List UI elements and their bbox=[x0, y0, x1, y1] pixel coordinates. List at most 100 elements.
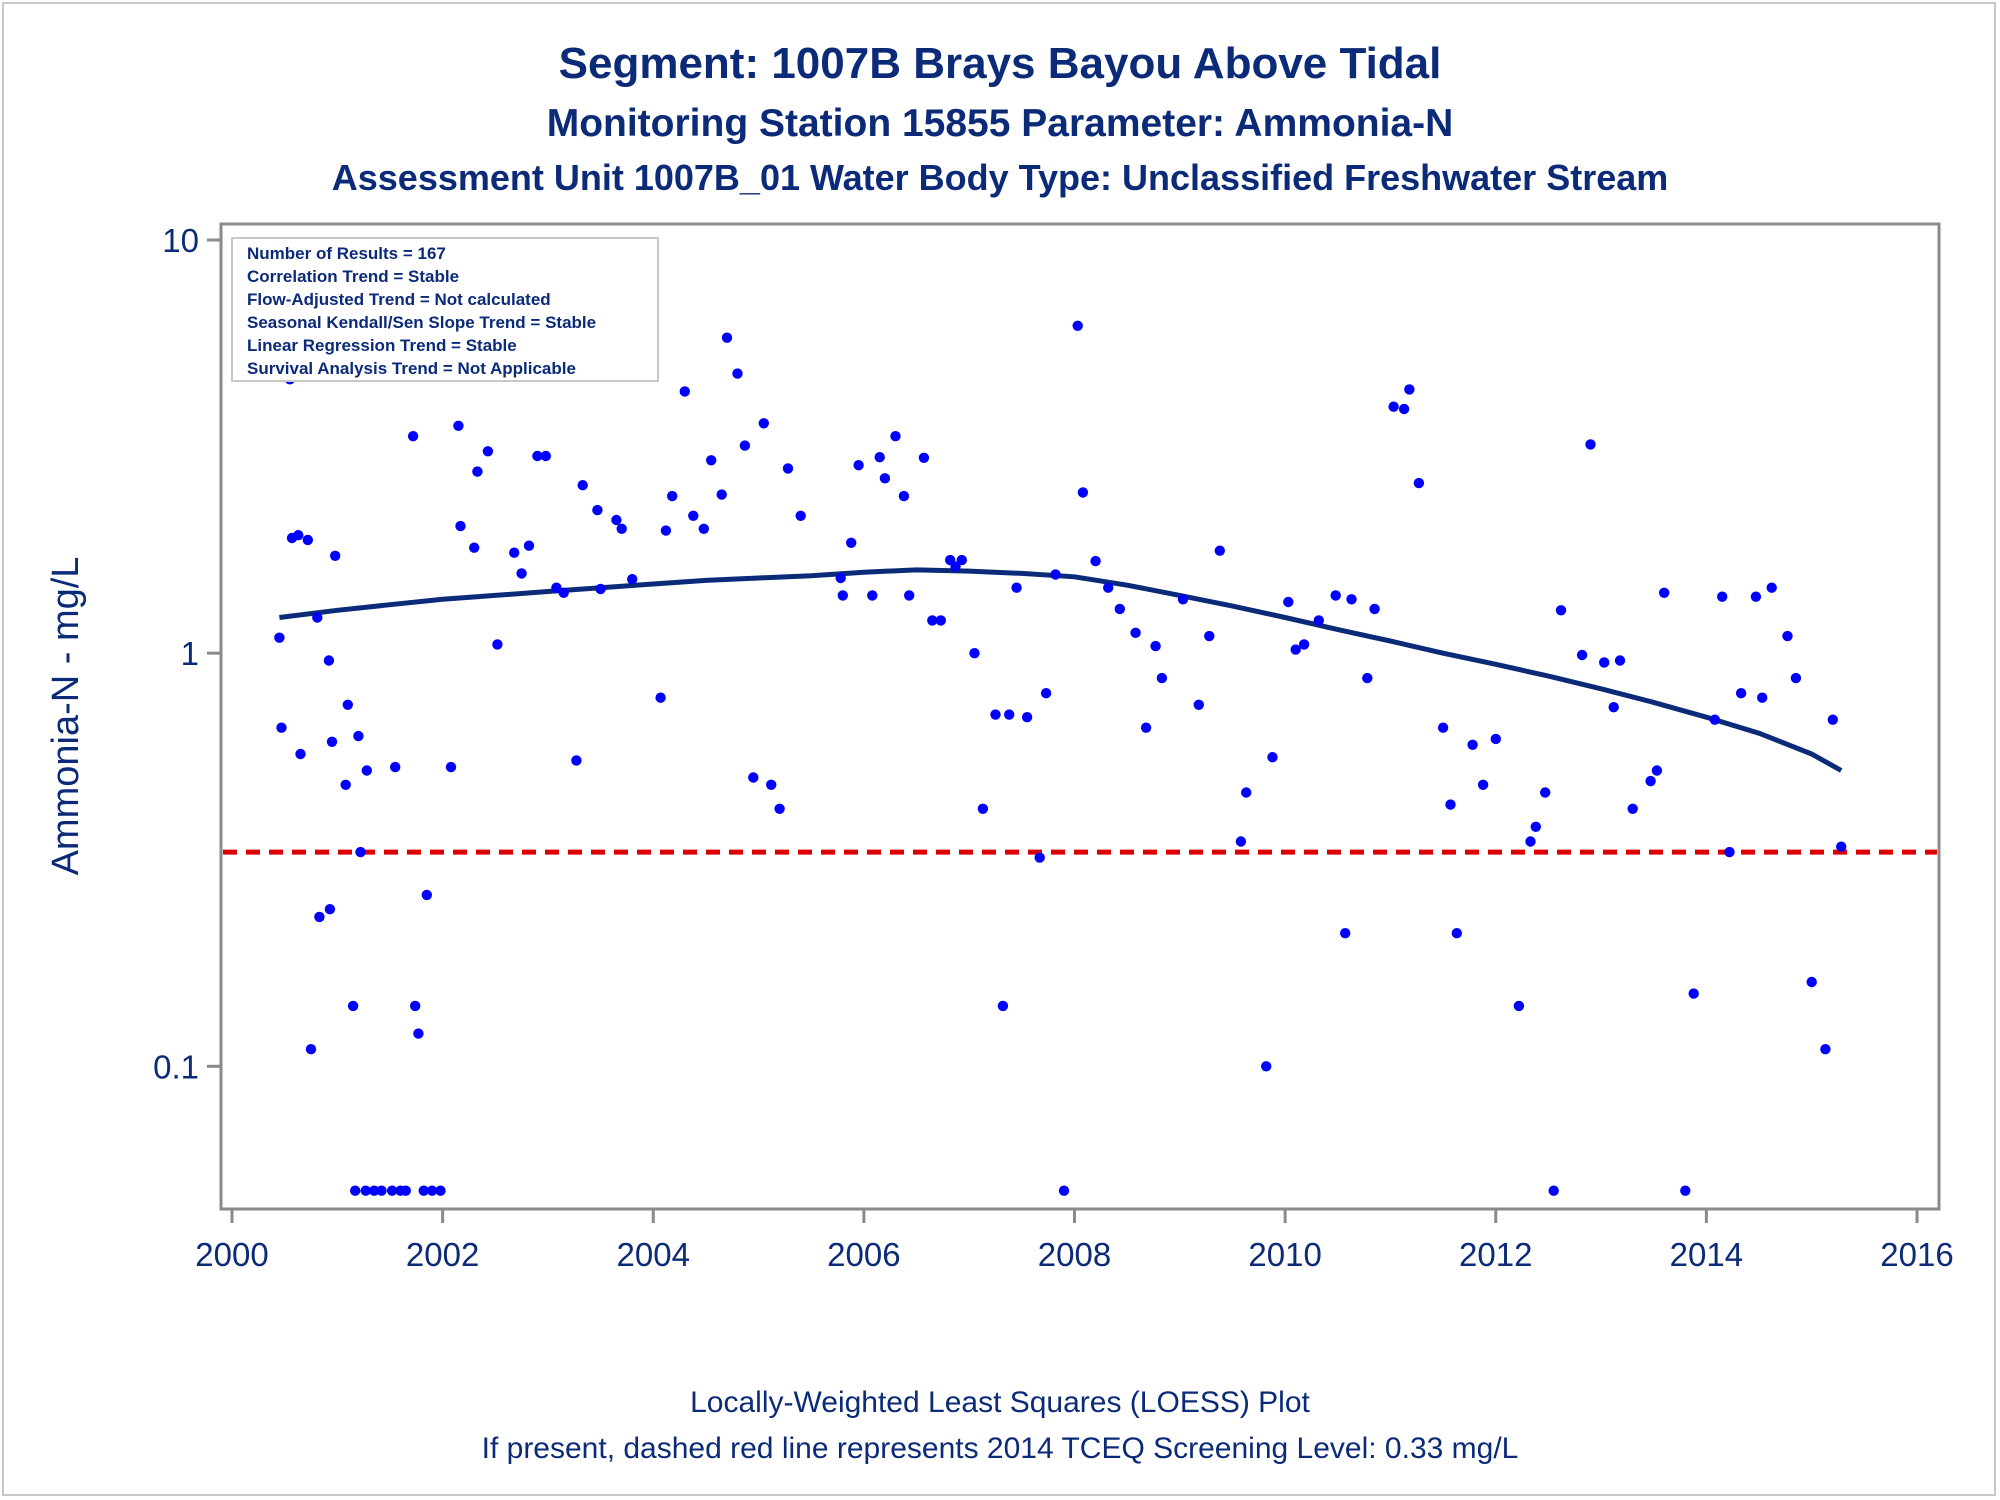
data-point bbox=[516, 568, 527, 579]
data-point bbox=[835, 572, 846, 584]
data-point bbox=[758, 418, 769, 429]
x-tick-label: 2016 bbox=[1880, 1236, 1953, 1273]
data-point bbox=[660, 525, 672, 536]
data-point bbox=[1140, 722, 1152, 733]
data-point bbox=[1204, 630, 1215, 642]
data-point bbox=[340, 779, 351, 790]
plot-area bbox=[219, 222, 1941, 1211]
data-point bbox=[353, 730, 364, 742]
data-point bbox=[1034, 852, 1045, 863]
data-point bbox=[445, 761, 457, 773]
data-point bbox=[853, 460, 864, 471]
data-point bbox=[551, 582, 562, 593]
data-point bbox=[1548, 1185, 1559, 1196]
data-point bbox=[1627, 803, 1638, 814]
data-point bbox=[472, 466, 483, 477]
stats-line: Correlation Trend = Stable bbox=[247, 267, 459, 286]
data-point bbox=[904, 590, 915, 601]
data-point bbox=[386, 1185, 398, 1196]
data-point bbox=[592, 504, 603, 516]
data-points bbox=[274, 320, 1847, 1196]
data-point bbox=[274, 632, 285, 643]
data-point bbox=[706, 455, 717, 466]
data-point bbox=[1077, 487, 1089, 498]
data-point bbox=[1555, 605, 1567, 616]
x-axis: 2000 2002 2004 2006 2008 2010 2012 2014 2016 bbox=[195, 1209, 1954, 1273]
data-point bbox=[1290, 644, 1301, 655]
x-tick-label: 2000 bbox=[195, 1236, 268, 1273]
data-point bbox=[1114, 603, 1126, 615]
y-tick-label: 1 bbox=[181, 635, 199, 672]
data-point bbox=[969, 648, 980, 659]
data-point bbox=[898, 490, 910, 502]
data-point bbox=[956, 554, 967, 566]
data-point bbox=[739, 440, 751, 451]
data-point bbox=[407, 431, 419, 442]
loess-curve bbox=[279, 567, 1843, 773]
data-point bbox=[453, 420, 464, 431]
data-point bbox=[1525, 836, 1536, 847]
data-point bbox=[1717, 591, 1728, 602]
data-point bbox=[795, 510, 806, 521]
data-point bbox=[1437, 722, 1449, 733]
data-point bbox=[435, 1185, 446, 1196]
data-point bbox=[595, 583, 606, 595]
data-point bbox=[716, 489, 727, 500]
stats-line: Flow-Adjusted Trend = Not calculated bbox=[247, 290, 551, 309]
data-point bbox=[413, 1028, 424, 1039]
data-point bbox=[1011, 582, 1022, 593]
data-point bbox=[1156, 672, 1168, 684]
x-tick-label: 2008 bbox=[1038, 1236, 1111, 1273]
data-point bbox=[679, 386, 690, 397]
data-point bbox=[1680, 1185, 1691, 1196]
data-point bbox=[350, 1185, 361, 1196]
data-point bbox=[1724, 846, 1735, 858]
data-point bbox=[721, 332, 733, 343]
data-point bbox=[1645, 775, 1656, 787]
data-point bbox=[837, 590, 848, 601]
data-point bbox=[616, 523, 627, 534]
data-point bbox=[400, 1185, 411, 1196]
data-point bbox=[732, 368, 743, 379]
x-tick-label: 2002 bbox=[406, 1236, 479, 1273]
data-point bbox=[330, 550, 341, 561]
data-point bbox=[1651, 765, 1663, 776]
data-point bbox=[1540, 787, 1551, 798]
data-point bbox=[1750, 591, 1762, 602]
data-point bbox=[667, 490, 678, 502]
data-point bbox=[1413, 477, 1425, 489]
data-point bbox=[1827, 714, 1839, 725]
data-point bbox=[293, 530, 304, 541]
data-point bbox=[355, 846, 366, 858]
data-point bbox=[1362, 672, 1373, 684]
data-point bbox=[347, 1000, 359, 1012]
chart-subtitle-station: Monitoring Station 15855 Parameter: Ammo… bbox=[547, 102, 1454, 145]
data-point bbox=[846, 537, 857, 548]
data-point bbox=[1513, 1000, 1525, 1012]
data-point bbox=[1058, 1185, 1070, 1196]
data-point bbox=[1193, 699, 1205, 710]
data-point bbox=[1388, 401, 1399, 412]
data-point bbox=[1103, 582, 1114, 593]
stats-line: Number of Results = 167 bbox=[247, 244, 446, 263]
data-point bbox=[410, 1000, 421, 1012]
data-point bbox=[997, 1000, 1009, 1012]
data-point bbox=[577, 480, 588, 491]
x-tick-label: 2004 bbox=[617, 1236, 690, 1273]
data-point bbox=[874, 452, 885, 463]
data-point bbox=[369, 1185, 380, 1196]
data-point bbox=[1004, 709, 1015, 720]
data-point bbox=[323, 655, 335, 666]
data-point bbox=[879, 473, 891, 484]
data-point bbox=[1235, 836, 1247, 847]
data-point bbox=[1530, 821, 1542, 832]
data-point bbox=[469, 542, 480, 553]
data-point bbox=[1261, 1061, 1272, 1072]
data-point bbox=[482, 446, 494, 457]
y-tick-label: 10 bbox=[162, 222, 199, 259]
data-point bbox=[295, 748, 306, 760]
data-point bbox=[1445, 799, 1456, 810]
data-point bbox=[558, 587, 569, 598]
data-point bbox=[1340, 928, 1351, 939]
